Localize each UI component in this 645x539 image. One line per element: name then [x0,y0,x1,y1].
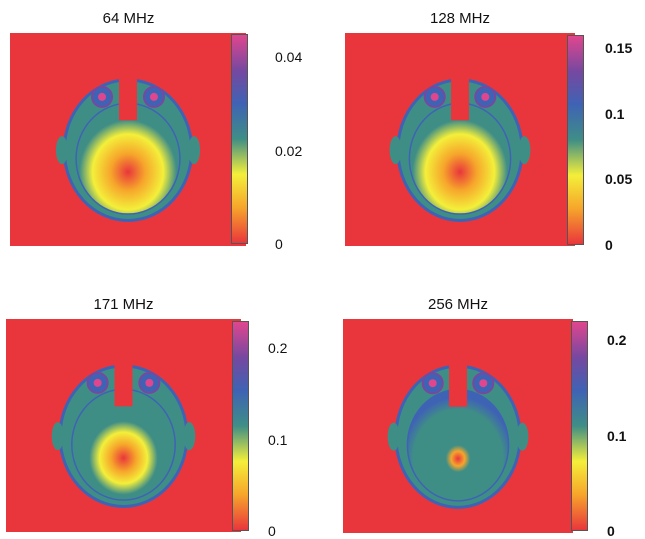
panel-title: 128 MHz [429,10,491,27]
pupil-right [149,92,158,101]
field-map [345,33,575,246]
pupil-left [428,379,437,388]
pupil-right [481,92,490,101]
colorbar-tick-label: 0.15 [605,40,633,56]
nasal-gap [449,363,467,407]
field-map [10,33,246,246]
colorbar [232,321,249,531]
field-map [6,319,241,532]
colorbar-tick-label: 0.1 [607,428,627,444]
ear-left [387,422,400,451]
colorbar-tick-label: 0 [268,523,276,539]
colorbar-tick-label: 0.02 [275,143,303,159]
pupil-left [98,92,107,101]
ear-right [183,422,196,451]
colorbar-tick-label: 0.1 [268,432,288,448]
ear-right [516,422,529,451]
nasal-gap [119,77,137,121]
nasal-gap [114,363,133,407]
field-map [343,319,573,533]
colorbar-tick-label: 0.1 [605,106,625,122]
colorbar-tick-label: 0 [607,523,615,539]
ear-right [188,136,201,165]
colorbar [571,321,588,531]
colorbar-tick-label: 0.05 [605,171,633,187]
colorbar-tick-label: 0.04 [275,49,303,65]
pupil-left [430,92,439,101]
ear-left [51,422,64,451]
pupil-left [93,378,102,387]
colorbar-tick-label: 0.2 [607,332,627,348]
panel-title: 171 MHz [93,296,154,313]
pupil-right [145,378,154,387]
ear-right [518,136,531,165]
panel-title: 64 MHz [102,10,155,27]
colorbar [567,35,584,245]
pupil-right [479,379,488,388]
panel-title: 256 MHz [427,296,489,313]
ear-left [55,136,68,165]
colorbar [231,34,248,244]
colorbar-tick-label: 0 [605,237,613,253]
colorbar-tick-label: 0 [275,236,283,252]
colorbar-tick-label: 0.2 [268,340,288,356]
ear-left [389,136,402,165]
nasal-gap [451,77,469,121]
